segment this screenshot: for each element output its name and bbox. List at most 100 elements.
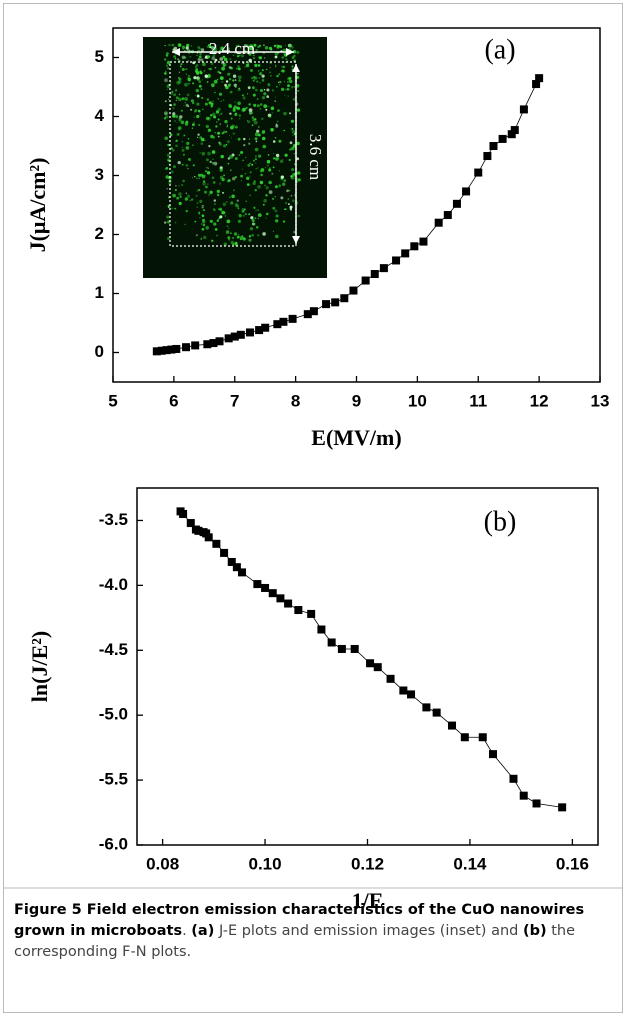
emission-spot <box>288 112 292 115</box>
emission-spot <box>264 184 266 187</box>
caption: Figure 5 Field electron emission charact… <box>14 900 614 963</box>
emission-spot <box>244 66 246 68</box>
emission-spot <box>181 68 185 71</box>
emission-spot <box>252 159 255 162</box>
emission-spot <box>254 155 257 158</box>
emission-spot <box>165 167 169 170</box>
emission-spot <box>265 108 268 111</box>
emission-spot <box>202 108 204 111</box>
emission-spot <box>177 126 182 130</box>
emission-spot <box>257 209 260 211</box>
emission-spot <box>262 144 267 149</box>
emission-spot <box>184 56 187 59</box>
emission-spot <box>228 227 230 229</box>
emission-spot <box>252 118 256 122</box>
emission-spot <box>225 80 229 83</box>
emission-spot <box>253 103 257 107</box>
emission-spot <box>185 146 190 150</box>
emission-spot <box>178 127 180 130</box>
emission-spot <box>250 69 253 72</box>
emission-spot <box>229 58 232 61</box>
data-point <box>483 152 492 161</box>
emission-spot <box>214 223 217 225</box>
emission-spot <box>292 98 294 100</box>
x-tick-label: 11 <box>469 391 487 410</box>
emission-spot <box>269 47 272 50</box>
data-point <box>284 599 293 608</box>
emission-spot <box>229 169 232 172</box>
emission-spot <box>200 237 203 240</box>
caption-label: (a) <box>191 923 215 939</box>
emission-spot <box>215 125 218 128</box>
emission-spot <box>199 217 201 219</box>
emission-spot <box>164 58 167 61</box>
emission-spot <box>284 45 286 47</box>
data-point <box>273 320 282 329</box>
emission-spot <box>202 62 206 67</box>
emission-spot <box>178 97 182 102</box>
emission-spot <box>168 43 171 47</box>
emission-spot <box>282 48 286 52</box>
emission-spot <box>291 120 294 122</box>
emission-spot <box>216 189 220 193</box>
emission-spot <box>261 74 265 78</box>
emission-spot <box>234 79 237 81</box>
emission-spot <box>288 158 291 162</box>
emission-spot <box>259 44 262 47</box>
emission-spot <box>256 104 260 108</box>
emission-spot <box>265 68 268 71</box>
emission-spot <box>175 144 178 148</box>
emission-spot <box>174 189 177 191</box>
emission-spot <box>268 83 270 84</box>
emission-spot <box>219 123 222 126</box>
emission-spot <box>222 62 227 67</box>
emission-spot <box>178 185 180 187</box>
emission-spot <box>232 177 236 181</box>
emission-spot <box>170 170 174 174</box>
emission-spot <box>275 214 279 218</box>
emission-spot <box>209 219 213 223</box>
emission-spot <box>271 106 274 108</box>
emission-spot <box>178 93 181 96</box>
data-point <box>268 589 277 598</box>
data-point <box>350 644 359 653</box>
data-point <box>162 346 171 355</box>
emission-spot <box>190 99 194 103</box>
data-point <box>194 526 203 535</box>
emission-spot <box>166 52 169 55</box>
emission-spot <box>220 46 225 51</box>
emission-spot <box>198 173 202 177</box>
emission-spot <box>219 76 224 80</box>
emission-spot <box>204 190 207 194</box>
emission-spot <box>206 81 209 83</box>
emission-spot <box>187 137 190 140</box>
emission-spot <box>262 232 266 236</box>
emission-spot <box>245 106 248 110</box>
emission-spot <box>265 186 269 190</box>
emission-spot <box>274 196 276 198</box>
emission-spot <box>217 135 220 138</box>
emission-spot <box>192 82 195 85</box>
emission-spot <box>239 118 241 120</box>
emission-spot <box>287 84 290 88</box>
emission-spot <box>187 105 190 108</box>
emission-spot <box>197 46 201 49</box>
emission-spot <box>252 79 255 82</box>
emission-spot <box>238 114 241 117</box>
emission-spot <box>297 73 299 75</box>
emission-spot <box>201 96 204 100</box>
emission-spot <box>231 137 233 139</box>
emission-spot <box>292 135 294 136</box>
emission-spot <box>242 96 246 100</box>
emission-spot <box>212 136 216 139</box>
data-point <box>215 337 224 346</box>
emission-spot <box>253 180 256 183</box>
emission-spot <box>207 166 209 169</box>
emission-spot <box>259 72 263 76</box>
data-point <box>182 343 191 352</box>
emission-spot <box>275 157 279 161</box>
emission-spot <box>235 60 238 62</box>
emission-spot <box>201 151 206 156</box>
emission-spot <box>253 120 258 125</box>
emission-spot <box>269 67 271 69</box>
